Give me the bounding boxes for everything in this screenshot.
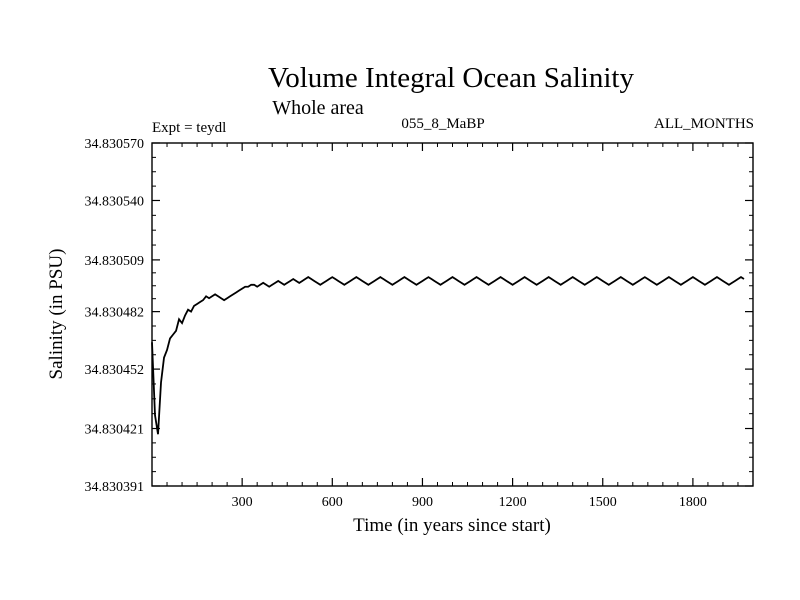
annotation-months: ALL_MONTHS [654, 116, 754, 132]
ticks-layer: 300 600 900 1200 1500 1800 34.830391 34.830421 3… [85, 137, 753, 510]
y-tick-label: 34.830391 [85, 480, 145, 495]
annotation-run: 055_8_MaBP [401, 116, 484, 132]
x-tick-label: 900 [412, 495, 433, 510]
y-tick-label: 34.830540 [85, 194, 145, 209]
chart-title: Volume Integral Ocean Salinity [268, 62, 634, 94]
y-tick-label: 34.830482 [85, 306, 145, 321]
annotation-experiment: Expt = teydl [152, 120, 226, 136]
y-axis-label: Salinity (in PSU) [46, 249, 67, 380]
y-tick-label: 34.830509 [85, 254, 145, 269]
series-layer [151, 276, 745, 435]
series-line-0 [151, 276, 745, 435]
plot-frame [151, 142, 754, 487]
y-tick-label: 34.830570 [85, 137, 145, 152]
x-axis-label: Time (in years since start) [353, 515, 551, 536]
chart-subtitle: Whole area [272, 97, 364, 119]
x-tick-label: 1800 [679, 495, 707, 510]
y-tick-label: 34.830452 [85, 363, 145, 378]
x-tick-label: 1200 [499, 495, 527, 510]
x-tick-label: 600 [322, 495, 343, 510]
x-tick-label: 1500 [589, 495, 617, 510]
x-tick-label: 300 [232, 495, 253, 510]
y-tick-label: 34.830421 [85, 423, 145, 438]
